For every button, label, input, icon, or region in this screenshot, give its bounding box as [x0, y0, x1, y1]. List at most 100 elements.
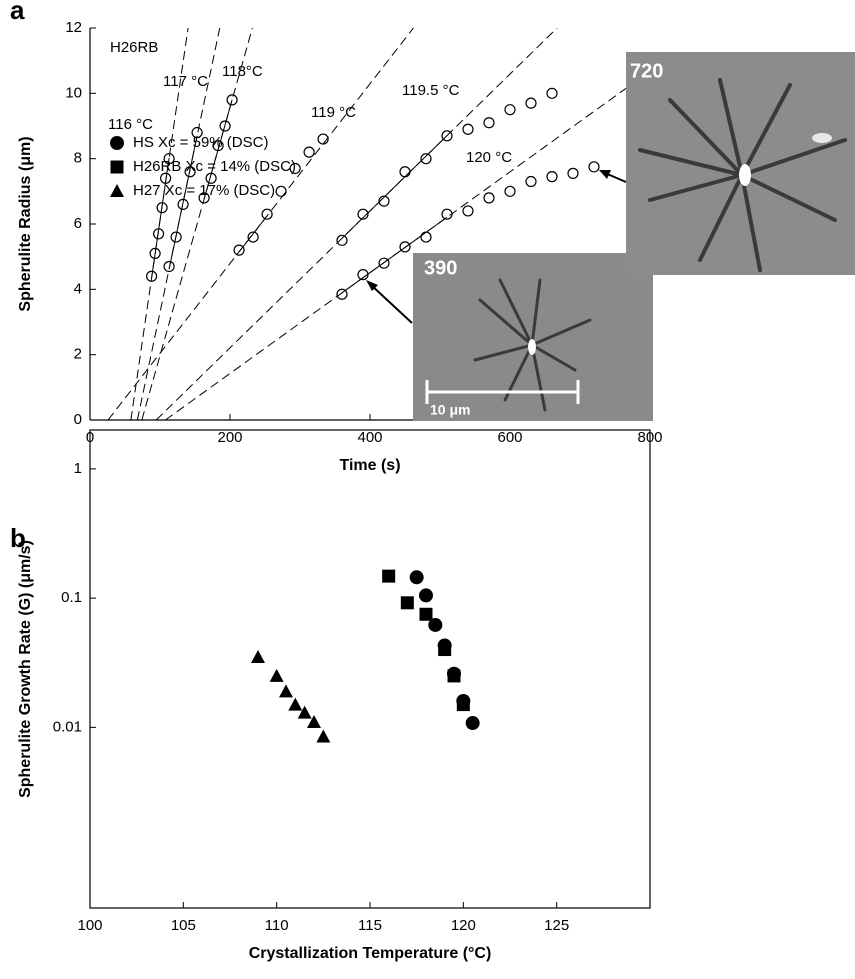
point — [251, 650, 265, 664]
point — [149, 247, 161, 259]
x-tick-label: 105 — [171, 917, 196, 934]
point — [219, 120, 231, 132]
inset-label: 720 — [630, 60, 663, 82]
x-tick-label: 125 — [544, 917, 569, 934]
point — [419, 588, 433, 603]
x-axis-label: Time (s) — [339, 457, 400, 474]
x-tick-label: 200 — [217, 429, 242, 446]
point — [288, 697, 303, 711]
point — [269, 668, 284, 682]
point — [153, 228, 165, 240]
point — [198, 192, 210, 204]
point — [163, 153, 175, 165]
y-tick-label: 4 — [74, 280, 82, 297]
point — [420, 153, 432, 165]
point — [297, 705, 312, 719]
y-tick-label: 12 — [65, 19, 82, 36]
annotation: 120 °C — [466, 149, 512, 166]
x-tick-label: 120 — [451, 917, 476, 934]
arrow — [369, 283, 413, 324]
point — [465, 716, 480, 731]
point — [303, 146, 315, 158]
point — [336, 288, 348, 300]
plot-frame — [89, 429, 651, 909]
y-tick-label: 2 — [74, 346, 82, 363]
fit-line — [341, 216, 448, 294]
point — [378, 195, 390, 207]
x-axis-label: Crystallization Temperature (°C) — [249, 945, 492, 962]
point — [378, 257, 390, 269]
point — [567, 167, 579, 179]
y-tick-label: 6 — [74, 215, 82, 232]
point — [546, 87, 558, 99]
x-tick-label: 115 — [358, 917, 382, 934]
point — [462, 123, 474, 135]
annotation: 119.5 °C — [402, 82, 460, 99]
y-tick-label: 8 — [74, 150, 82, 167]
point — [357, 269, 369, 281]
y-tick-label: 0.01 — [53, 718, 82, 735]
point — [504, 104, 516, 116]
point — [160, 172, 172, 184]
point — [441, 208, 453, 220]
point — [275, 185, 287, 197]
point — [409, 570, 424, 585]
y-tick-label: 0 — [74, 411, 82, 428]
x-tick-label: 600 — [497, 429, 522, 446]
point — [184, 166, 196, 178]
point — [419, 607, 433, 621]
point — [483, 117, 495, 129]
point — [400, 596, 414, 610]
legend-marker — [110, 136, 124, 150]
bright-spot — [812, 133, 832, 143]
point — [177, 198, 189, 210]
point — [588, 161, 600, 173]
point — [261, 208, 273, 220]
point — [170, 231, 182, 243]
point — [233, 244, 245, 256]
point — [525, 97, 537, 109]
annotation: 117 °C — [163, 73, 208, 90]
annotation: 118°C — [222, 63, 263, 80]
spherulite — [638, 78, 847, 272]
point — [163, 260, 175, 273]
point — [205, 172, 217, 184]
point — [447, 669, 461, 683]
point — [462, 205, 474, 217]
point — [483, 192, 495, 204]
point — [191, 126, 203, 139]
y-axis-label: Spherulite Growth Rate (G) (μm/s) — [17, 540, 34, 798]
annotation: 116 °C — [108, 116, 153, 133]
point — [289, 162, 301, 175]
inset-720: 720 — [626, 52, 855, 275]
point — [399, 241, 411, 253]
x-tick-label: 110 — [265, 917, 289, 934]
panel-letter: b — [10, 523, 26, 553]
point — [525, 175, 537, 188]
point — [336, 234, 348, 246]
fit-line — [151, 157, 170, 279]
point — [456, 698, 470, 712]
y-tick-label: 10 — [65, 84, 82, 101]
point — [307, 715, 321, 729]
point — [146, 270, 158, 282]
legend-label: H26RB Xc = 14% (DSC) — [133, 158, 296, 175]
x-tick-label: 400 — [357, 429, 382, 446]
annotation: H26RB — [110, 39, 158, 56]
fit-line — [341, 135, 448, 239]
arrow-head — [366, 280, 378, 291]
fit-line — [238, 215, 268, 253]
fit-extrapolation — [141, 28, 253, 420]
y-tick-label: 0.1 — [61, 589, 82, 606]
spherulite-core — [528, 339, 536, 355]
point — [420, 231, 432, 243]
point — [226, 94, 238, 106]
point — [399, 166, 411, 178]
legend-label: H27 Xc = 17% (DSC) — [133, 182, 275, 199]
y-tick-label: 1 — [74, 460, 82, 477]
point — [428, 617, 443, 632]
legend-marker — [110, 160, 124, 174]
fit-extrapolation — [107, 28, 414, 420]
point — [357, 208, 369, 220]
